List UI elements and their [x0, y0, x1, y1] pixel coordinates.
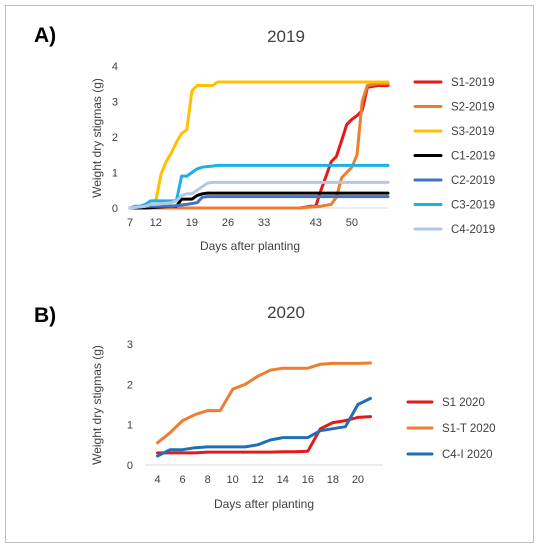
panel-b-x-tick-label: 10 — [227, 474, 239, 486]
panel-b-legend-label: S1 2020 — [442, 397, 485, 409]
panel-b-x-tick-label: 14 — [277, 474, 289, 486]
panel-a-series-line-3 — [128, 80, 390, 210]
panel-a-label: A) — [34, 24, 56, 47]
panel-b-y-axis-label: Weight dry stigmas (g) — [90, 345, 104, 465]
panel-a-y-tick-label: 4 — [112, 61, 118, 73]
panel-a-y-tick-label: 3 — [112, 97, 118, 109]
panel-a-legend: S1-2019 S2-2019 S3-2019 C1-2019 C2-2019 C3-20… — [413, 77, 495, 236]
panel-b-series-line-3 — [156, 396, 372, 458]
panel-b-x-tick-label: 20 — [352, 474, 364, 486]
panel-b-x-tick-label: 18 — [327, 474, 339, 486]
panel-b-y-tick-label: 1 — [127, 420, 133, 432]
panel-b-x-tick-label: 4 — [154, 474, 160, 486]
panel-b-x-tick-label: 16 — [302, 474, 314, 486]
panel-a-x-tick-label: 19 — [186, 217, 198, 229]
panel-a-series-line-7 — [128, 180, 390, 210]
panel-b-x-tick-label: 12 — [252, 474, 264, 486]
panel-a-legend-label: C1-2019 — [451, 151, 495, 163]
panel-a-legend-label: C4-2019 — [451, 224, 495, 236]
panel-a-legend-label: S2-2019 — [451, 102, 494, 114]
panel-a-legend-label: C3-2019 — [451, 200, 495, 212]
panel-b-legend-label: C4-I 2020 — [442, 449, 493, 461]
panel-a-legend-label: S1-2019 — [451, 77, 494, 89]
panel-a-y-axis-label: Weight dry stigmas (g) — [90, 78, 104, 198]
panel-a-x-tick-label: 7 — [127, 217, 133, 229]
panel-a-x-tick-label: 43 — [310, 217, 322, 229]
panel-b-x-tick-label: 6 — [180, 474, 186, 486]
panel-a-y-tick-label: 2 — [112, 132, 118, 144]
panel-a-y-tick-label: 1 — [112, 168, 118, 180]
panel-b-x-tick-label: 8 — [205, 474, 211, 486]
panel-a-title: 2019 — [267, 27, 305, 46]
panel-b-y-tick-label: 3 — [127, 339, 133, 351]
panel-a-x-axis-label: Days after planting — [200, 239, 300, 253]
panel-b-legend-label: S1-T 2020 — [442, 423, 496, 435]
panel-b-x-axis-label: Days after planting — [214, 497, 314, 511]
panel-a-y-tick-label: 0 — [112, 203, 118, 215]
panel-b-series-line-1 — [156, 415, 372, 455]
panel-b-y-tick-label: 2 — [127, 379, 133, 391]
panel-a-x-tick-label: 33 — [258, 217, 270, 229]
panel-a-x-tick-label: 26 — [222, 217, 234, 229]
panel-a-series-line-2 — [128, 82, 390, 210]
panel-b-title: 2020 — [267, 303, 305, 322]
panel-a-x-tick-label: 12 — [150, 217, 162, 229]
panel-a-legend-label: C2-2019 — [451, 175, 495, 187]
panel-b-label: B) — [34, 304, 56, 327]
panel-a-legend-label: S3-2019 — [451, 126, 494, 138]
panel-b-series-line-2 — [156, 361, 372, 445]
panel-b-y-tick-label: 0 — [127, 460, 133, 472]
panel-b-legend: S1 2020 S1-T 2020 C4-I 2020 — [406, 397, 496, 461]
panel-a-x-tick-label: 50 — [346, 217, 358, 229]
panel-a-series-line-1 — [128, 84, 390, 210]
